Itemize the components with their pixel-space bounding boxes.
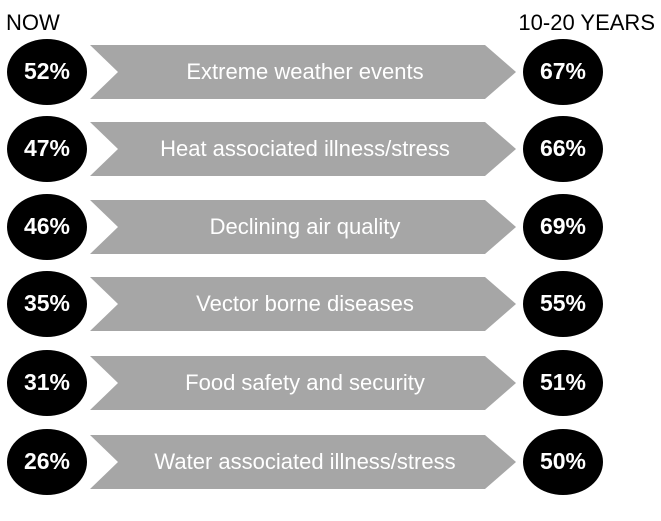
row-4: Vector borne diseases 35% 55% bbox=[7, 271, 603, 337]
future-badge bbox=[523, 39, 603, 105]
row-label: Heat associated illness/stress bbox=[160, 136, 450, 161]
row-label: Water associated illness/stress bbox=[154, 449, 455, 474]
future-value: 50% bbox=[540, 448, 586, 474]
now-badge bbox=[7, 429, 87, 495]
future-value: 67% bbox=[540, 58, 586, 84]
now-badge bbox=[7, 271, 87, 337]
future-badge bbox=[523, 271, 603, 337]
row-label: Extreme weather events bbox=[186, 59, 423, 84]
row-3: Declining air quality 46% 69% bbox=[7, 194, 603, 260]
future-badge bbox=[523, 116, 603, 182]
row-label: Food safety and security bbox=[185, 370, 425, 395]
row-arrow bbox=[90, 45, 516, 99]
now-badge bbox=[7, 39, 87, 105]
now-badge bbox=[7, 194, 87, 260]
future-badge bbox=[523, 194, 603, 260]
future-column-header: 10-20 YEARS bbox=[518, 10, 655, 35]
now-badge bbox=[7, 350, 87, 416]
now-value: 31% bbox=[24, 369, 70, 395]
future-value: 55% bbox=[540, 290, 586, 316]
future-value: 69% bbox=[540, 213, 586, 239]
row-label: Vector borne diseases bbox=[196, 291, 414, 316]
row-arrow bbox=[90, 200, 516, 254]
future-badge bbox=[523, 350, 603, 416]
now-badge bbox=[7, 116, 87, 182]
now-column-header: NOW bbox=[6, 10, 60, 35]
row-1: Extreme weather events 52% 67% bbox=[7, 39, 603, 105]
now-value: 52% bbox=[24, 58, 70, 84]
future-value: 66% bbox=[540, 135, 586, 161]
row-2: Heat associated illness/stress 47% 66% bbox=[7, 116, 603, 182]
now-value: 26% bbox=[24, 448, 70, 474]
now-value: 47% bbox=[24, 135, 70, 161]
row-arrow bbox=[90, 277, 516, 331]
now-value: 46% bbox=[24, 213, 70, 239]
now-value: 35% bbox=[24, 290, 70, 316]
row-5: Food safety and security 31% 51% bbox=[7, 350, 603, 416]
row-arrow bbox=[90, 356, 516, 410]
row-arrow bbox=[90, 435, 516, 489]
row-arrow bbox=[90, 122, 516, 176]
future-value: 51% bbox=[540, 369, 586, 395]
row-6: Water associated illness/stress 26% 50% bbox=[7, 429, 603, 495]
row-label: Declining air quality bbox=[210, 214, 401, 239]
future-badge bbox=[523, 429, 603, 495]
